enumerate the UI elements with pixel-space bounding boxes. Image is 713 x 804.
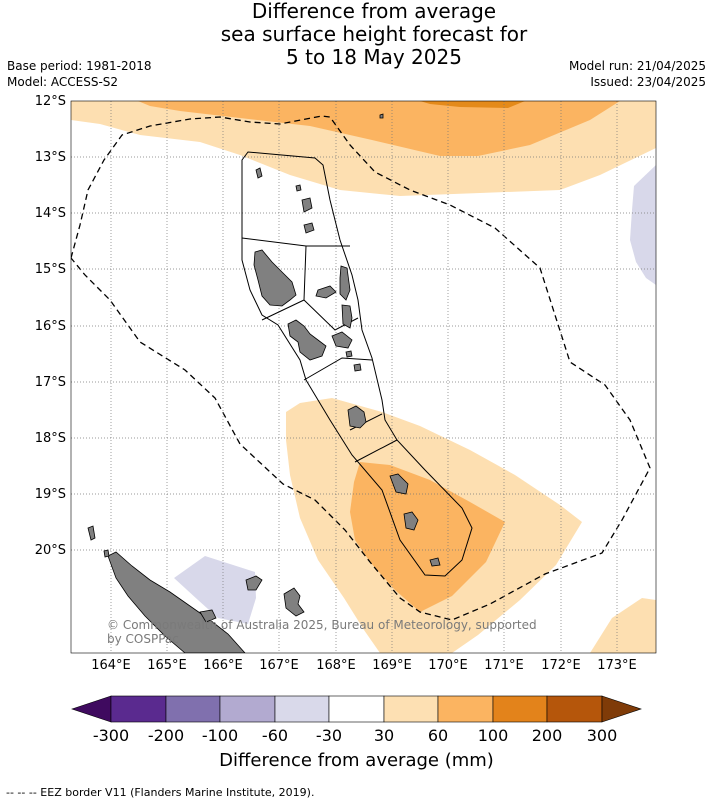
colorbar-tick: 60 bbox=[427, 726, 449, 745]
colorbar-tick: -60 bbox=[261, 726, 289, 745]
colorbar-bin-9 bbox=[546, 695, 603, 723]
lat-label-20s: 20°S bbox=[34, 543, 66, 558]
land-new-caledonia bbox=[87, 525, 305, 653]
colorbar-tick: -30 bbox=[315, 726, 343, 745]
map-title-line-1: Difference from average bbox=[251, 0, 497, 23]
anomaly-above-60-north bbox=[138, 101, 620, 156]
colorbar-extend-low bbox=[71, 695, 112, 723]
region-boundaries bbox=[241, 151, 473, 577]
lat-label-14s: 14°S bbox=[34, 206, 66, 221]
colorbar bbox=[71, 695, 642, 723]
anomaly-above-60-south bbox=[350, 462, 505, 612]
anomaly-above-30-southeast bbox=[590, 598, 656, 653]
model-label: Model: ACCESS-S2 bbox=[7, 75, 119, 89]
colorbar-title: Difference from average (mm) bbox=[219, 750, 494, 771]
lon-label-164e: 164°E bbox=[91, 658, 131, 673]
lon-label-171e: 171°E bbox=[484, 658, 524, 673]
land-vanuatu bbox=[253, 113, 441, 567]
anomaly-below-30-east bbox=[630, 165, 656, 285]
colorbar-tick: 200 bbox=[531, 726, 563, 745]
map-title-line-3: 5 to 18 May 2025 bbox=[286, 45, 462, 69]
base-period-label: Base period: 1981-2018 bbox=[7, 59, 152, 73]
colorbar-bin-2 bbox=[165, 695, 221, 723]
map-frame bbox=[70, 100, 657, 654]
lon-label-165e: 165°E bbox=[147, 658, 187, 673]
colorbar-tick: -300 bbox=[92, 726, 130, 745]
lon-label-170e: 170°E bbox=[428, 658, 468, 673]
lat-label-18s: 18°S bbox=[34, 431, 66, 446]
map-title-line-2: sea surface height forecast for bbox=[220, 22, 528, 46]
lon-label-168e: 168°E bbox=[316, 658, 356, 673]
lon-label-173e: 173°E bbox=[597, 658, 637, 673]
lat-label-17s: 17°S bbox=[34, 375, 66, 390]
lat-label-19s: 19°S bbox=[34, 487, 66, 502]
lon-label-169e: 169°E bbox=[372, 658, 412, 673]
colorbar-tick: 300 bbox=[586, 726, 618, 745]
map-area bbox=[71, 101, 656, 653]
lon-label-172e: 172°E bbox=[541, 658, 581, 673]
lat-label-13s: 13°S bbox=[34, 150, 66, 165]
lon-label-166e: 166°E bbox=[203, 658, 243, 673]
eez-legend-note: -- -- -- EEZ border V11 (Flanders Marine… bbox=[6, 786, 315, 799]
issued-label: Issued: 23/04/2025 bbox=[590, 75, 706, 89]
colorbar-bin-4 bbox=[274, 695, 330, 723]
lat-label-15s: 15°S bbox=[34, 262, 66, 277]
colorbar-bin-3 bbox=[219, 695, 276, 723]
eez-border bbox=[71, 115, 651, 621]
model-run-label: Model run: 21/04/2025 bbox=[568, 59, 706, 73]
colorbar-bin-1 bbox=[110, 695, 167, 723]
lon-label-167e: 167°E bbox=[259, 658, 299, 673]
colorbar-tick: 30 bbox=[373, 726, 395, 745]
lat-label-16s: 16°S bbox=[34, 319, 66, 334]
anomaly-above-100-north bbox=[420, 101, 525, 108]
colorbar-tick: 100 bbox=[477, 726, 509, 745]
colorbar-tick: -100 bbox=[201, 726, 239, 745]
colorbar-bin-5 bbox=[328, 695, 385, 723]
lat-label-12s: 12°S bbox=[34, 94, 66, 109]
colorbar-bin-6 bbox=[383, 695, 439, 723]
colorbar-tick: -200 bbox=[147, 726, 185, 745]
colorbar-bin-7 bbox=[437, 695, 494, 723]
copyright-credit: © Commonwealth of Australia 2025, Bureau… bbox=[107, 618, 537, 646]
colorbar-extend-high bbox=[601, 695, 642, 723]
anomaly-below-30-southwest bbox=[174, 556, 256, 624]
colorbar-bin-8 bbox=[492, 695, 548, 723]
